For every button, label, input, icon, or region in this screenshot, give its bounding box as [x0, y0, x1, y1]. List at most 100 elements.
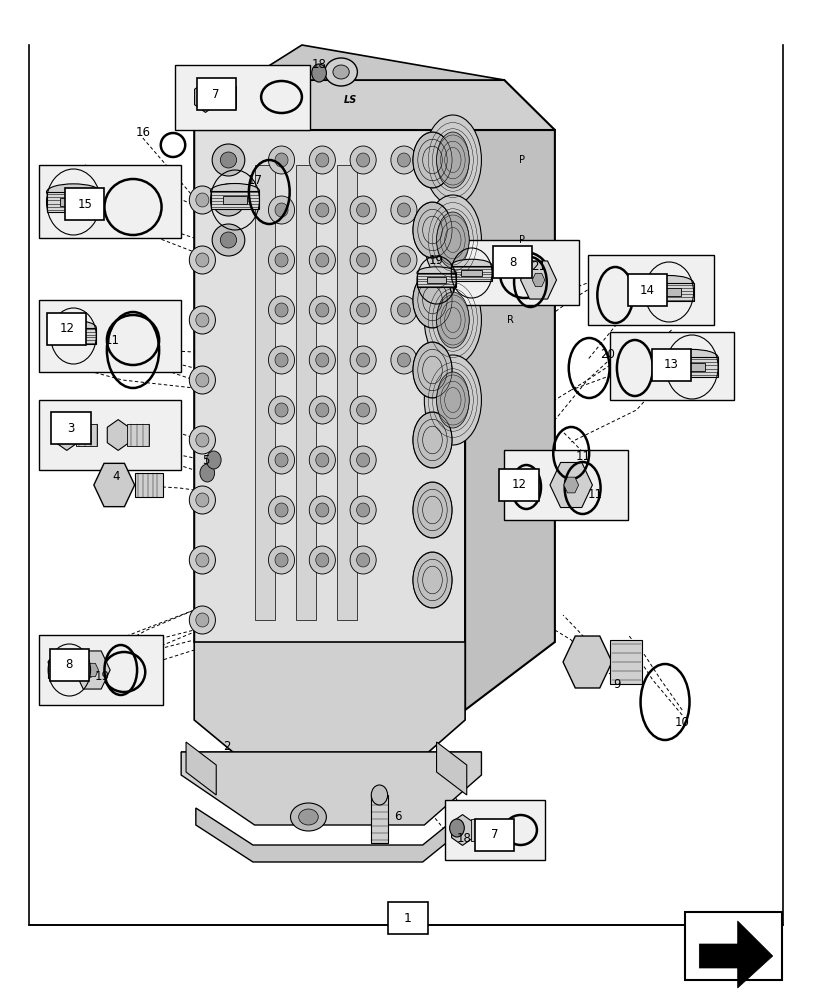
Bar	[60, 198, 86, 206]
Bar	[47, 313, 86, 345]
Ellipse shape	[391, 196, 417, 224]
Ellipse shape	[309, 296, 335, 324]
Circle shape	[450, 819, 464, 837]
Ellipse shape	[391, 146, 417, 174]
Text: 6: 6	[394, 810, 402, 824]
Ellipse shape	[316, 403, 329, 417]
Text: LS: LS	[344, 95, 357, 105]
Polygon shape	[451, 815, 473, 845]
Polygon shape	[504, 450, 628, 520]
Ellipse shape	[357, 453, 370, 467]
Ellipse shape	[645, 275, 694, 290]
Ellipse shape	[275, 253, 288, 267]
Polygon shape	[588, 255, 714, 325]
Ellipse shape	[299, 809, 318, 825]
Ellipse shape	[275, 303, 288, 317]
Ellipse shape	[316, 553, 329, 567]
Bar	[475, 819, 514, 851]
Text: 14: 14	[640, 284, 654, 296]
Ellipse shape	[350, 496, 376, 524]
Ellipse shape	[189, 306, 215, 334]
Bar	[371, 795, 388, 843]
Ellipse shape	[212, 224, 245, 256]
Ellipse shape	[268, 146, 295, 174]
Ellipse shape	[333, 65, 349, 79]
Ellipse shape	[437, 372, 469, 428]
Polygon shape	[550, 462, 592, 508]
Ellipse shape	[268, 296, 295, 324]
Bar	[62, 333, 85, 339]
Text: 7: 7	[212, 88, 220, 101]
Text: 13: 13	[664, 359, 679, 371]
Polygon shape	[55, 420, 78, 450]
Ellipse shape	[51, 321, 96, 335]
Ellipse shape	[357, 503, 370, 517]
Bar	[493, 246, 532, 278]
Bar	[223, 196, 247, 204]
Ellipse shape	[397, 303, 410, 317]
Ellipse shape	[268, 546, 295, 574]
Ellipse shape	[220, 232, 237, 248]
Bar	[255, 165, 275, 620]
Polygon shape	[563, 636, 612, 688]
Bar	[59, 667, 80, 673]
Ellipse shape	[196, 613, 209, 627]
Polygon shape	[437, 742, 467, 795]
Ellipse shape	[413, 132, 452, 188]
Ellipse shape	[350, 296, 376, 324]
Ellipse shape	[220, 152, 237, 168]
Polygon shape	[521, 261, 557, 299]
Polygon shape	[39, 165, 181, 238]
Bar	[51, 328, 96, 344]
Ellipse shape	[275, 403, 288, 417]
Ellipse shape	[268, 346, 295, 374]
Text: R: R	[507, 315, 513, 325]
Ellipse shape	[391, 296, 417, 324]
Ellipse shape	[357, 303, 370, 317]
Polygon shape	[564, 477, 579, 493]
Text: 12: 12	[60, 322, 74, 336]
Ellipse shape	[391, 246, 417, 274]
Circle shape	[206, 451, 221, 469]
Ellipse shape	[189, 186, 215, 214]
Ellipse shape	[357, 353, 370, 367]
Ellipse shape	[413, 482, 452, 538]
Text: 20: 20	[600, 349, 614, 361]
Polygon shape	[181, 752, 481, 805]
Ellipse shape	[189, 486, 215, 514]
Text: 21: 21	[531, 259, 546, 272]
Ellipse shape	[275, 353, 288, 367]
Text: 15: 15	[78, 198, 92, 211]
Bar	[51, 412, 91, 444]
Polygon shape	[194, 82, 216, 112]
Ellipse shape	[357, 153, 370, 167]
Text: 16: 16	[135, 125, 150, 138]
Ellipse shape	[268, 396, 295, 424]
Text: 11: 11	[104, 334, 119, 347]
Bar	[499, 469, 539, 501]
Ellipse shape	[413, 272, 452, 328]
Ellipse shape	[316, 153, 329, 167]
Polygon shape	[39, 400, 181, 470]
Ellipse shape	[316, 203, 329, 217]
Ellipse shape	[316, 353, 329, 367]
Ellipse shape	[357, 203, 370, 217]
Ellipse shape	[47, 184, 100, 200]
Ellipse shape	[316, 303, 329, 317]
Polygon shape	[194, 642, 465, 770]
Ellipse shape	[437, 212, 469, 268]
Bar	[215, 86, 236, 108]
Polygon shape	[186, 742, 216, 795]
Bar	[645, 283, 694, 301]
Ellipse shape	[211, 184, 259, 198]
Ellipse shape	[290, 803, 326, 831]
Polygon shape	[610, 332, 734, 400]
Ellipse shape	[350, 146, 376, 174]
Ellipse shape	[391, 346, 417, 374]
Polygon shape	[86, 663, 99, 677]
Ellipse shape	[309, 496, 335, 524]
Ellipse shape	[417, 267, 456, 279]
Ellipse shape	[275, 453, 288, 467]
Ellipse shape	[212, 184, 245, 216]
Bar	[666, 357, 718, 377]
